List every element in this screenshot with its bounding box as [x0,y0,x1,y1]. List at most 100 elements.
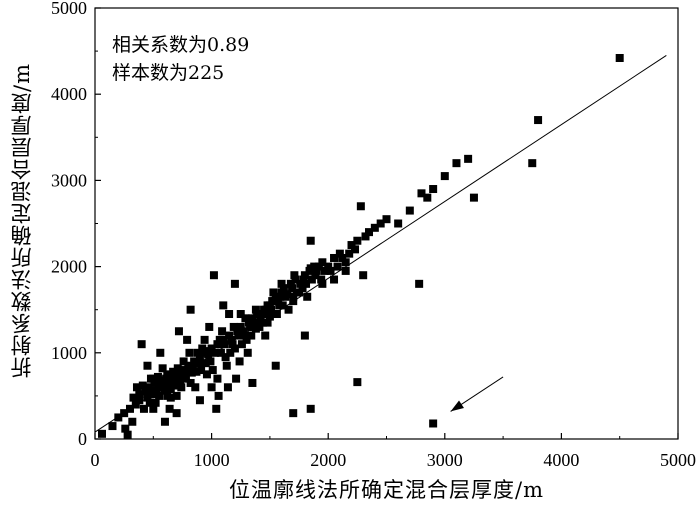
data-point [240,331,249,340]
data-point [179,357,188,366]
data-point [251,305,260,314]
data-point [341,266,350,275]
data-point [429,419,438,428]
data-point [271,361,280,370]
data-point [242,335,251,344]
data-point [429,185,438,194]
data-point [320,266,329,275]
data-point [216,348,225,357]
data-point [201,359,210,368]
data-point [158,364,167,373]
x-tick-label: 0 [91,450,100,470]
data-point [141,387,150,396]
data-point [129,393,138,402]
arrow-annotation [450,376,504,412]
data-point [164,379,173,388]
data-point [198,344,207,353]
data-point [338,253,347,262]
data-point [151,398,160,407]
data-point [353,236,362,245]
data-point [214,391,223,400]
data-point [440,172,449,181]
data-point [205,322,214,331]
data-point [123,430,132,439]
data-point [143,361,152,370]
data-point [144,383,153,392]
data-point [207,344,216,353]
data-point [108,422,117,431]
data-point [290,271,299,280]
data-point [227,335,236,344]
data-point [300,331,309,340]
data-point [171,374,180,383]
data-point [335,249,344,258]
data-point [176,376,185,385]
data-point [143,393,152,402]
data-point [186,378,195,387]
y-tick-label: 1000 [51,343,87,363]
data-point [235,357,244,366]
data-point [246,322,255,331]
data-point [191,383,200,392]
data-point [234,331,243,340]
y-axis-label: 折射系数法所确定混合层厚度/m [10,62,34,378]
data-point [188,364,197,373]
data-point [174,327,183,336]
data-point [417,189,426,198]
correlation-annotation: 相关系数为0.89 [112,34,250,56]
data-point [317,275,326,284]
data-point [262,305,271,314]
data-point [359,271,368,280]
data-point [528,159,537,168]
data-point [125,404,134,413]
data-point [345,249,354,258]
data-point [236,322,245,331]
data-point [202,370,211,379]
data-point [253,310,262,319]
data-point [197,366,206,375]
data-point [226,348,235,357]
data-point [229,322,238,331]
data-point [169,367,178,376]
data-point [218,327,227,336]
y-tick-label: 3000 [51,170,87,190]
data-point [195,396,204,405]
x-axis-label: 位温廓线法所确定混合层厚度/m [229,478,544,502]
data-point [248,378,257,387]
data-point [207,383,216,392]
data-point [365,228,374,237]
data-point [272,310,281,319]
data-point [382,215,391,224]
data-point [159,383,168,392]
y-axis-label-container: 折射系数法所确定混合层厚度/m [10,0,34,440]
data-point [318,258,327,267]
data-point [160,417,169,426]
data-point [361,232,370,241]
tick-marks [94,7,679,440]
data-point [146,374,155,383]
data-point [298,284,307,293]
data-point [312,266,321,275]
data-point [351,245,360,254]
data-point [187,368,196,377]
data-point [264,310,273,319]
data-point [347,241,356,250]
data-point [265,301,274,310]
y-tick-label: 2000 [51,257,87,277]
data-point [291,275,300,284]
data-point [97,429,106,438]
data-point [121,424,130,433]
data-point [225,310,234,319]
data-point [284,305,293,314]
data-point [241,314,250,323]
data-point [289,297,298,306]
data-point [219,301,228,310]
data-point [149,404,158,413]
data-point [269,288,278,297]
data-point [286,279,295,288]
data-point [173,364,182,373]
data-point [128,417,137,426]
x-tick-label: 2000 [310,450,346,470]
x-tick-label: 4000 [543,450,579,470]
